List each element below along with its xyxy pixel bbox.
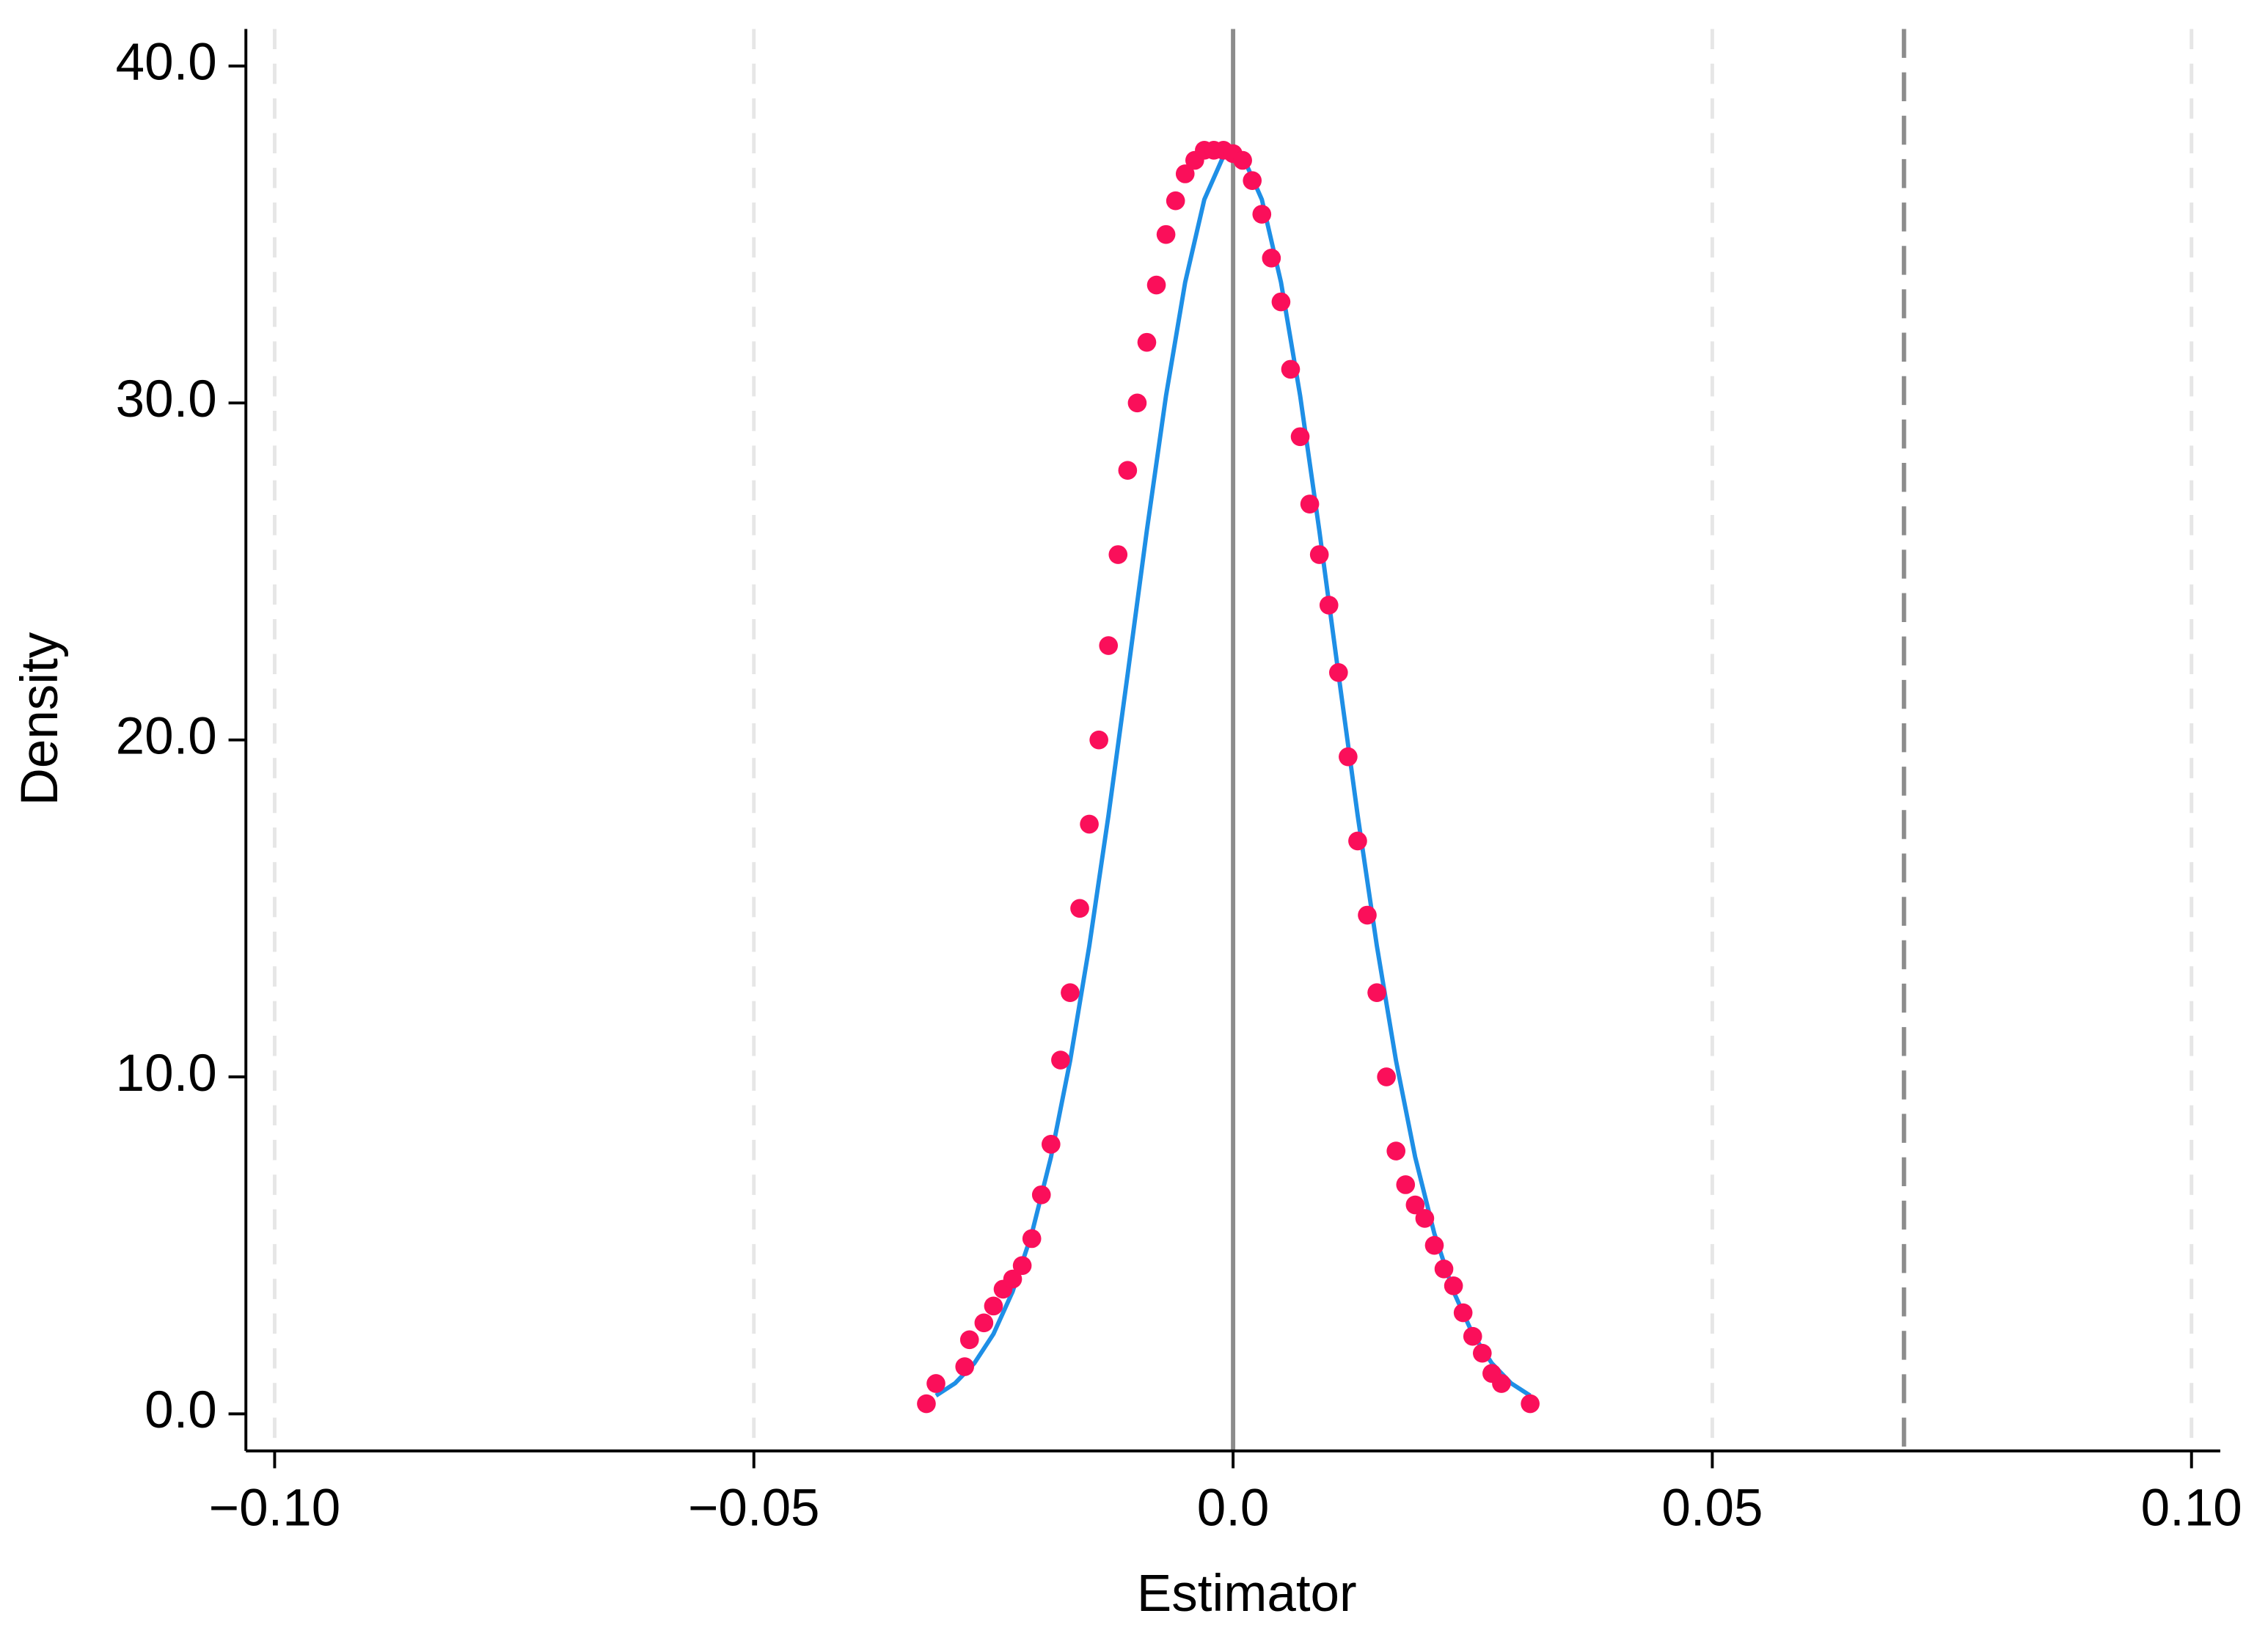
point	[1463, 1326, 1482, 1346]
point	[1328, 662, 1348, 682]
point	[1022, 1229, 1042, 1249]
point	[1424, 1235, 1444, 1255]
point	[1492, 1374, 1511, 1393]
x-tick-label: −0.10	[209, 1479, 341, 1537]
point	[926, 1374, 945, 1393]
point	[1262, 248, 1281, 268]
point	[1281, 359, 1301, 379]
point	[1300, 494, 1320, 514]
point	[1521, 1394, 1540, 1414]
point	[1252, 205, 1272, 224]
y-tick-label: 40.0	[116, 34, 217, 92]
point	[1271, 292, 1291, 312]
y-tick-label: 30.0	[116, 370, 217, 428]
point	[1099, 636, 1119, 655]
point	[1358, 905, 1377, 925]
point	[1012, 1256, 1032, 1276]
point	[1166, 191, 1185, 211]
point	[1233, 150, 1252, 170]
point	[1031, 1185, 1051, 1205]
point	[1367, 983, 1386, 1002]
point	[1434, 1260, 1454, 1279]
point	[1051, 1050, 1070, 1070]
point	[1377, 1067, 1396, 1086]
point	[1444, 1276, 1463, 1295]
point	[917, 1394, 936, 1414]
point	[1108, 545, 1128, 564]
point	[1309, 545, 1329, 564]
x-tick-label: 0.05	[1661, 1479, 1763, 1537]
y-tick-label: 10.0	[116, 1045, 217, 1103]
y-tick-label: 0.0	[145, 1381, 217, 1439]
point	[1003, 1269, 1023, 1289]
x-tick-label: 0.0	[1197, 1479, 1270, 1537]
point	[984, 1296, 1003, 1316]
point	[974, 1313, 994, 1333]
point	[959, 1330, 979, 1350]
point	[1175, 164, 1195, 183]
point	[1339, 747, 1358, 767]
point	[1137, 332, 1157, 352]
point	[1453, 1303, 1473, 1323]
point	[1070, 899, 1089, 918]
point	[1290, 427, 1310, 447]
point	[1405, 1195, 1425, 1215]
point	[1156, 224, 1176, 244]
x-axis-title: Estimator	[1137, 1565, 1357, 1623]
point	[955, 1357, 975, 1376]
point	[1127, 393, 1147, 413]
point	[1089, 730, 1108, 750]
point	[1396, 1175, 1416, 1194]
y-axis-title: Density	[11, 632, 69, 805]
x-tick-label: 0.10	[2141, 1479, 2242, 1537]
point	[1243, 171, 1262, 190]
point	[1386, 1141, 1406, 1161]
point	[1319, 596, 1339, 615]
point	[1061, 983, 1080, 1002]
point	[1146, 275, 1166, 295]
y-tick-label: 20.0	[116, 707, 217, 765]
x-tick-label: −0.05	[688, 1479, 820, 1537]
point	[1080, 814, 1099, 834]
point	[1472, 1343, 1492, 1363]
point	[1118, 461, 1138, 480]
point	[1041, 1135, 1061, 1154]
point	[1348, 831, 1367, 851]
point	[1415, 1209, 1435, 1228]
